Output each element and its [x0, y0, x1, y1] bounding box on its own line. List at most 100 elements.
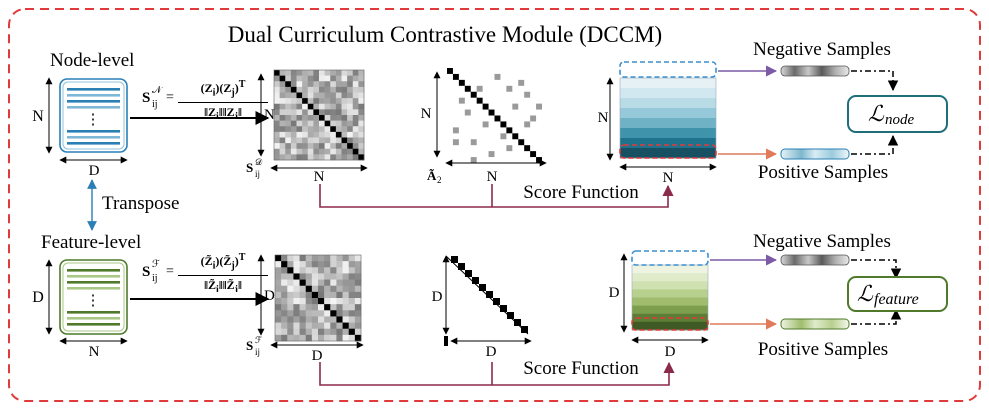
similarity-cell	[335, 75, 342, 82]
identity-diagonal-cell	[451, 256, 458, 263]
adjacency-diagonal-cell	[530, 151, 537, 158]
similarity-cell	[313, 98, 320, 105]
similarity-cell	[324, 328, 331, 336]
node-score-function-label: Score Function	[523, 182, 639, 203]
node-sorted-bottom-dim: N	[663, 170, 674, 186]
similarity-cell	[305, 310, 313, 317]
similarity-cell	[330, 322, 337, 330]
similarity-cell	[335, 86, 342, 93]
similarity-cell	[335, 126, 342, 133]
similarity-cell	[279, 98, 286, 105]
similarity-cell	[358, 154, 365, 161]
similarity-cell	[354, 291, 362, 299]
similarity-cell	[305, 291, 313, 299]
similarity-cell	[311, 279, 319, 287]
similarity-cell	[313, 109, 320, 116]
similarity-cell	[307, 154, 314, 161]
similarity-cell	[299, 322, 307, 330]
feature-formula-denominator: ‖Z̃i‖‖Z̃j‖	[204, 278, 242, 292]
similarity-cell	[342, 261, 350, 268]
similarity-cell	[305, 273, 313, 280]
similarity-cell	[302, 81, 309, 88]
node-formula-lhs-sub: ij	[152, 99, 158, 110]
similarity-cell	[358, 120, 365, 127]
similarity-cell	[307, 70, 314, 76]
similarity-border	[273, 69, 365, 161]
similarity-cell	[305, 298, 313, 305]
similarity-cell	[358, 70, 365, 76]
similarity-cell	[342, 255, 350, 262]
similarity-cell	[287, 291, 294, 299]
similarity-cell	[319, 131, 325, 138]
similarity-cell	[341, 131, 348, 138]
similarity-cell	[275, 322, 282, 330]
similarity-cell	[348, 285, 356, 293]
similarity-cell	[299, 285, 307, 293]
identity-diagonal-cell	[465, 270, 472, 277]
similarity-cell	[311, 285, 319, 293]
similarity-cell	[302, 86, 309, 93]
adjacency-cell	[536, 103, 542, 110]
similarity-cell	[352, 115, 359, 121]
similarity-cell	[347, 81, 354, 88]
similarity-cell	[330, 154, 337, 161]
similarity-cell	[341, 86, 348, 93]
similarity-cell	[354, 334, 362, 342]
svg-text:=: =	[166, 264, 174, 279]
adjacency-diagonal-cell	[536, 157, 542, 163]
similarity-cell	[281, 255, 288, 262]
embedding-row	[67, 88, 120, 91]
similarity-cell	[335, 92, 342, 99]
node-sorted-left-dim: N	[598, 110, 609, 126]
similarity-cell	[305, 267, 313, 274]
similarity-cell	[358, 75, 365, 82]
similarity-cell	[319, 103, 325, 110]
identity-diagonal-cell	[458, 263, 465, 270]
similarity-cell	[347, 131, 354, 138]
node-negative-highlight	[619, 61, 717, 78]
identity-diagonal-cell	[479, 284, 486, 291]
similarity-cell	[281, 261, 288, 268]
similarity-cell	[341, 115, 348, 121]
adjacency-cell	[476, 85, 483, 92]
similarity-cell	[293, 261, 300, 268]
sorted-row	[632, 273, 708, 282]
feature-positive-samples-label: Positive Samples	[758, 339, 888, 360]
adjacency-cell	[518, 79, 525, 86]
identity-diagonal-cell	[521, 326, 528, 333]
similarity-cell	[354, 316, 362, 323]
adjacency-diagonal-cell	[494, 115, 501, 122]
similarity-cell	[352, 148, 359, 155]
similarity-cell	[313, 154, 320, 161]
similarity-cell	[311, 261, 319, 268]
similarity-cell	[336, 267, 343, 274]
adjacency-cell	[452, 139, 459, 146]
similarity-cell	[281, 298, 288, 305]
similarity-cell	[335, 131, 342, 138]
similarity-cell	[275, 291, 282, 299]
similarity-cell	[336, 304, 343, 311]
similarity-cell	[330, 255, 337, 262]
adjacency-diagonal-cell	[500, 121, 507, 128]
feature-loss-subscript: feature	[874, 291, 919, 308]
similarity-cell	[354, 298, 362, 305]
feature-matrix-col-dim: N	[89, 344, 100, 360]
feature-sim-bottom-dim: D	[312, 348, 323, 364]
similarity-cell	[279, 154, 286, 161]
identity-diagonal-cell	[486, 291, 493, 298]
similarity-cell	[341, 154, 348, 161]
similarity-cell	[335, 154, 342, 161]
feature-matrix-row-dim: D	[32, 289, 44, 306]
similarity-cell	[287, 322, 294, 330]
similarity-cell	[302, 148, 309, 155]
adjacency-cell	[524, 121, 531, 128]
similarity-cell	[296, 92, 303, 99]
similarity-cell	[347, 109, 354, 116]
similarity-cell	[318, 291, 325, 299]
similarity-cell	[307, 86, 314, 93]
similarity-cell	[335, 70, 342, 76]
similarity-cell	[330, 298, 337, 305]
similarity-cell	[305, 261, 313, 268]
similarity-cell	[324, 267, 331, 274]
similarity-cell	[330, 334, 337, 342]
